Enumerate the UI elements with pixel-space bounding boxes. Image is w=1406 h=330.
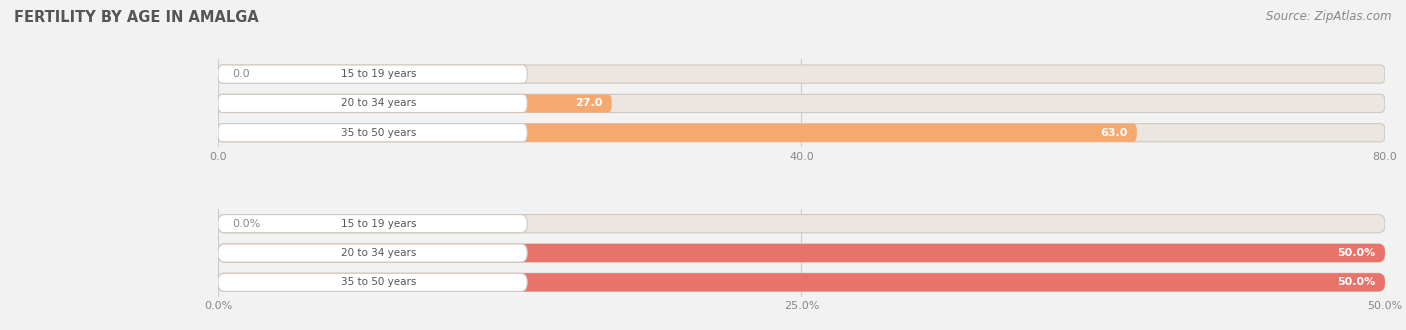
FancyBboxPatch shape <box>218 124 527 142</box>
FancyBboxPatch shape <box>218 94 1385 113</box>
Text: 0.0: 0.0 <box>232 69 249 79</box>
Text: 27.0: 27.0 <box>575 98 602 108</box>
Text: Source: ZipAtlas.com: Source: ZipAtlas.com <box>1267 10 1392 23</box>
Text: 15 to 19 years: 15 to 19 years <box>342 219 416 229</box>
FancyBboxPatch shape <box>218 124 1385 142</box>
Text: FERTILITY BY AGE IN AMALGA: FERTILITY BY AGE IN AMALGA <box>14 10 259 25</box>
Text: 35 to 50 years: 35 to 50 years <box>342 277 416 287</box>
FancyBboxPatch shape <box>218 273 527 291</box>
FancyBboxPatch shape <box>218 244 1385 262</box>
FancyBboxPatch shape <box>218 94 612 113</box>
FancyBboxPatch shape <box>218 214 1385 233</box>
FancyBboxPatch shape <box>218 244 527 262</box>
Text: 15 to 19 years: 15 to 19 years <box>342 69 416 79</box>
FancyBboxPatch shape <box>218 214 527 233</box>
Text: 63.0: 63.0 <box>1101 128 1128 138</box>
FancyBboxPatch shape <box>218 124 1137 142</box>
FancyBboxPatch shape <box>218 65 1385 83</box>
FancyBboxPatch shape <box>218 65 527 83</box>
FancyBboxPatch shape <box>218 273 1385 291</box>
Text: 0.0%: 0.0% <box>232 219 260 229</box>
Text: 35 to 50 years: 35 to 50 years <box>342 128 416 138</box>
FancyBboxPatch shape <box>218 94 527 113</box>
FancyBboxPatch shape <box>218 273 1385 291</box>
Text: 20 to 34 years: 20 to 34 years <box>342 248 416 258</box>
Text: 20 to 34 years: 20 to 34 years <box>342 98 416 108</box>
FancyBboxPatch shape <box>218 244 1385 262</box>
Text: 50.0%: 50.0% <box>1337 277 1375 287</box>
Text: 50.0%: 50.0% <box>1337 248 1375 258</box>
